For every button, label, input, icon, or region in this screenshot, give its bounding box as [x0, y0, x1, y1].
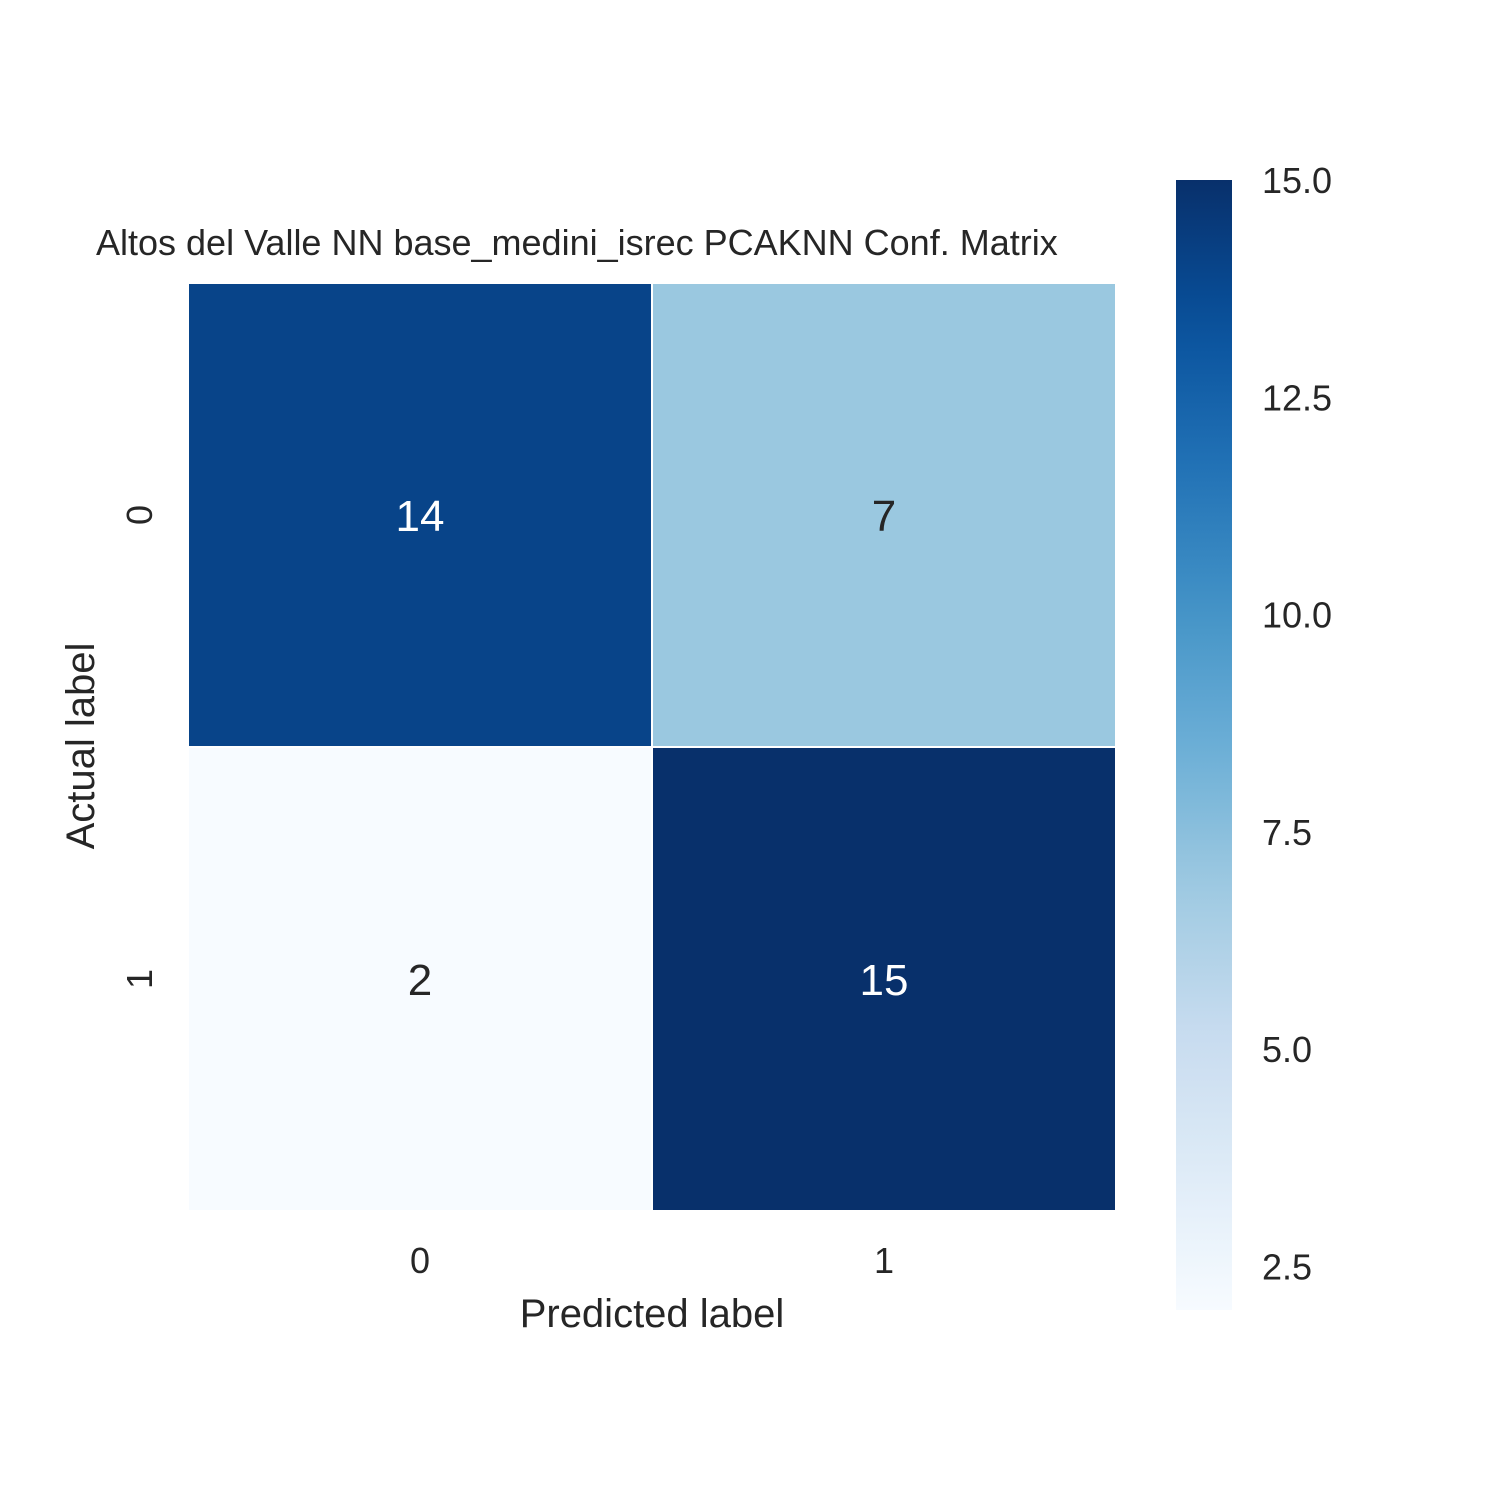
colorbar-tick-label: 15.0 — [1262, 160, 1332, 201]
cell-value-r0-c0: 14 — [396, 492, 445, 541]
colorbar-ticks: 2.5 5.0 7.5 10.0 12.5 15.0 — [1262, 160, 1332, 1288]
y-tick-label: 0 — [119, 505, 160, 525]
heatmap-cell-r1-c1 — [651, 746, 1117, 1212]
cell-value-r1-c0: 2 — [408, 956, 432, 1005]
chart-title: Altos del Valle NN base_medini_isrec PCA… — [96, 222, 1058, 263]
cell-value-r0-c1: 7 — [872, 492, 896, 541]
y-tick-label: 1 — [119, 969, 160, 989]
colorbar — [1176, 180, 1232, 1310]
x-tick-label: 0 — [410, 1240, 430, 1281]
cell-value-r1-c1: 15 — [860, 956, 909, 1005]
colorbar-tick-label: 10.0 — [1262, 595, 1332, 636]
y-axis-ticks: 01 — [119, 505, 160, 989]
heatmap-cell-r1-c0 — [187, 746, 653, 1212]
colorbar-tick-label: 7.5 — [1262, 812, 1312, 853]
x-axis-label: Predicted label — [520, 1292, 785, 1336]
heatmap-cells — [187, 282, 1117, 1212]
heatmap-cell-labels: 14 7 2 15 — [396, 492, 909, 1005]
colorbar-tick-label: 12.5 — [1262, 377, 1332, 418]
colorbar-tick-label: 2.5 — [1262, 1247, 1312, 1288]
heatmap-cell-r0-c1 — [651, 282, 1117, 748]
colorbar-tick-label: 5.0 — [1262, 1029, 1312, 1070]
x-tick-label: 1 — [874, 1240, 894, 1281]
heatmap-cell-r0-c0 — [187, 282, 653, 748]
y-axis-label: Actual label — [59, 643, 103, 850]
